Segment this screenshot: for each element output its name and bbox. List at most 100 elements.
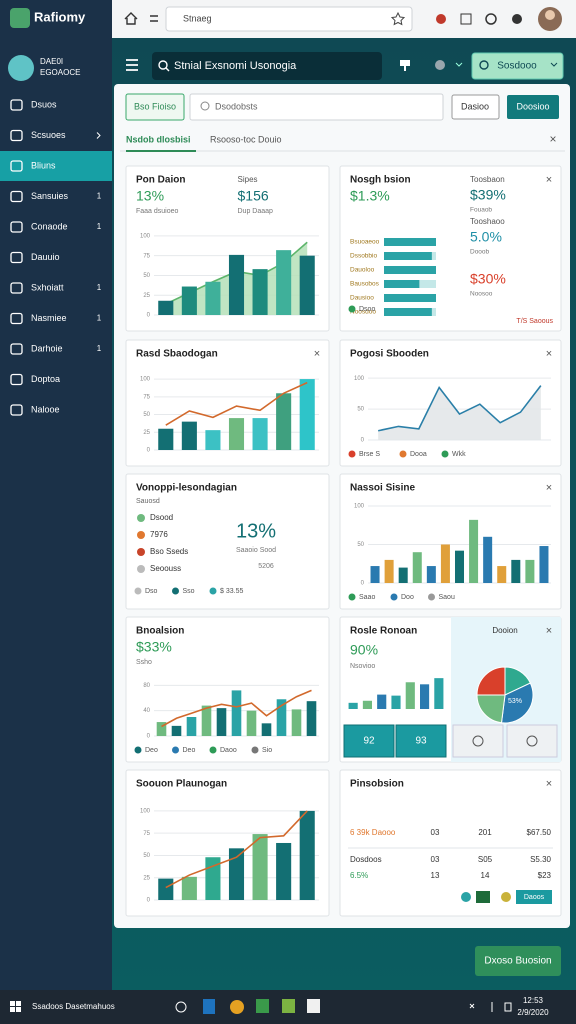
bar: [291, 709, 302, 736]
taskbar-icon[interactable]: [230, 1000, 244, 1014]
taskbar-icon[interactable]: [307, 999, 320, 1013]
card-close[interactable]: ×: [546, 174, 552, 186]
nav-button[interactable]: [150, 15, 158, 22]
bar: [299, 379, 315, 450]
y-tick-label: 100: [354, 504, 365, 510]
y-tick-label: 100: [354, 376, 365, 382]
button-icon: [479, 60, 489, 70]
card-title: Vonoppi-lesondagian: [136, 483, 237, 494]
table-cell: $67.50: [527, 828, 552, 837]
menu-icon: [10, 99, 23, 111]
menu-item[interactable]: Sansuies: [31, 191, 69, 201]
bar: [384, 559, 394, 583]
bar: [231, 690, 242, 736]
hamburger[interactable]: [126, 59, 138, 71]
menu-item[interactable]: Sxhoiatt: [31, 282, 64, 292]
menu-icon[interactable]: [512, 14, 522, 24]
menu-item[interactable]: Doptoa: [31, 374, 60, 384]
item-swatch: [137, 548, 145, 556]
taskbar-icon[interactable]: [282, 999, 295, 1013]
card: Rosle Ronoan × 90% Nsovioo 92 93 Dooion 53%: [339, 616, 562, 763]
footer-button[interactable]: [475, 946, 561, 976]
clock-time: 12:53: [523, 996, 544, 1005]
taskbar-search[interactable]: Ssadoos Dasetmahuos: [32, 1002, 115, 1011]
legend-swatch: [134, 746, 142, 754]
header-icon[interactable]: [435, 60, 445, 70]
header-button[interactable]: [471, 52, 564, 80]
card-close[interactable]: ×: [546, 778, 552, 790]
bar: [181, 876, 197, 900]
search-box[interactable]: [152, 52, 382, 80]
legend-swatch: [134, 587, 142, 595]
ext-icon[interactable]: [436, 14, 446, 24]
address-bar[interactable]: [165, 6, 413, 32]
legend-label: Brse S: [359, 451, 380, 458]
bar: [299, 810, 315, 900]
menu-item[interactable]: Scsuoes: [31, 130, 66, 140]
card: Nassoi Sisine × 0 50 100 Saao Doo Saou: [339, 473, 562, 610]
card-close[interactable]: ×: [546, 482, 552, 494]
menu-item[interactable]: Nasmiee: [31, 313, 67, 323]
menu-item[interactable]: Darhoie: [31, 343, 63, 353]
toolbar-button[interactable]: [451, 94, 500, 120]
bar: [158, 428, 174, 450]
y-tick-label: 100: [140, 808, 151, 814]
card: Bnoalsion $33% Ssho 0 40 80 Deo Deo Daoo Sio: [125, 616, 330, 763]
toolbar-button[interactable]: [507, 95, 559, 119]
legend-label: Sso: [183, 588, 195, 595]
menu-item[interactable]: Nalooe: [31, 404, 60, 414]
taskbar-icon[interactable]: [203, 999, 215, 1014]
search-text: Stnial Exsnomi Usonogia: [174, 60, 297, 72]
bar: [348, 702, 358, 709]
ext-icon[interactable]: [460, 13, 472, 25]
filter-button[interactable]: [125, 93, 185, 121]
home-button[interactable]: [124, 12, 138, 25]
card-close[interactable]: ×: [546, 348, 552, 360]
chip[interactable]: [501, 892, 511, 902]
icon-button[interactable]: [452, 724, 504, 758]
tab[interactable]: Nsdob dlosbisi: [126, 134, 191, 144]
menu-item[interactable]: Dsuos: [31, 99, 57, 109]
chip-button[interactable]: [516, 890, 552, 904]
tile[interactable]: [343, 724, 395, 758]
menu-item[interactable]: Conaode: [31, 221, 68, 231]
chip[interactable]: [476, 891, 490, 903]
menu-badge: 1: [97, 283, 102, 292]
menu-active: [0, 151, 112, 181]
tab[interactable]: Rsooso-toc Douio: [210, 134, 282, 144]
bar: [511, 559, 521, 583]
menu-item[interactable]: Dauuio: [31, 252, 60, 262]
header-icon[interactable]: [400, 60, 410, 71]
menu-item[interactable]: Bliuns: [31, 160, 56, 170]
card-title: Soouon Plaunogan: [136, 779, 227, 790]
tray-icons[interactable]: [469, 1002, 512, 1012]
card-subtitle: Sauosd: [136, 498, 160, 505]
side-label: Toosbaon: [470, 175, 505, 184]
close-button[interactable]: ×: [549, 132, 556, 146]
y-tick-label: 50: [143, 273, 150, 279]
icon: [526, 735, 538, 747]
stat-note: Nsovioo: [350, 663, 375, 670]
ext-icon[interactable]: [485, 13, 497, 25]
clock-date: 2/9/2020: [517, 1008, 549, 1017]
legend-label: Deo: [145, 747, 158, 754]
icon-button[interactable]: [506, 724, 558, 758]
card-close[interactable]: ×: [314, 348, 320, 360]
y-tick-label: 75: [143, 831, 150, 837]
card-close[interactable]: ×: [546, 625, 552, 637]
card: Pinsobsion × 6 39k Daooo 03 201 $67.50 Dosdoos…: [339, 769, 562, 917]
bar: [276, 699, 287, 736]
y-tick-label: 75: [143, 394, 150, 400]
taskbar-icon[interactable]: [175, 1001, 187, 1013]
tile[interactable]: [395, 724, 447, 758]
chip[interactable]: [461, 892, 471, 902]
y-tick-label: 0: [147, 734, 151, 740]
stat-value: $33%: [136, 639, 172, 655]
taskbar-icon[interactable]: [256, 999, 269, 1013]
bar: [405, 682, 415, 709]
start-button[interactable]: [10, 1001, 21, 1012]
y-tick-label: 80: [143, 683, 150, 689]
filter-search[interactable]: [189, 93, 444, 121]
star-button[interactable]: [390, 11, 406, 26]
